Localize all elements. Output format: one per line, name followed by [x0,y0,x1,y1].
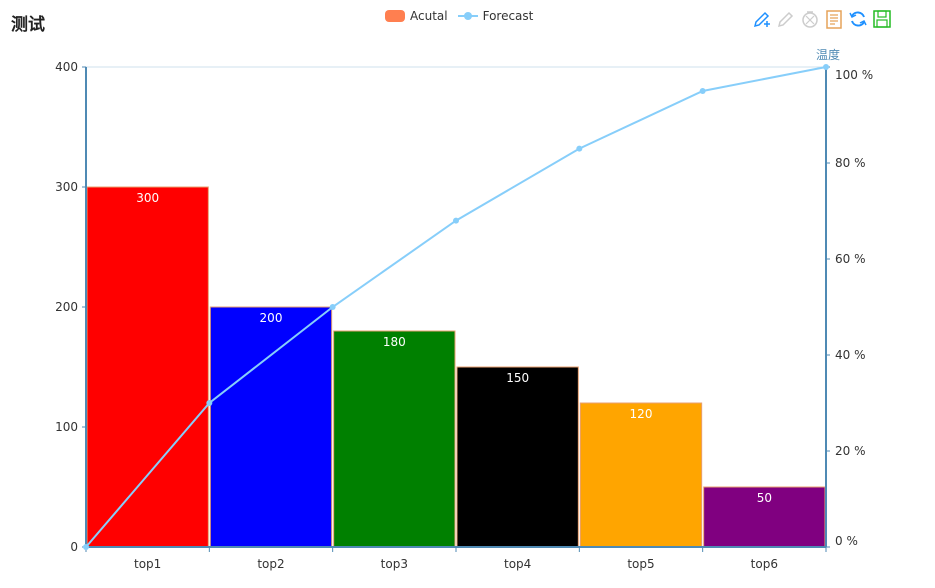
y-right-axis-name: 温度 [816,47,840,62]
bar-top5 [579,402,703,548]
bar-label-top2: 200 [260,311,283,325]
forecast-point-2 [329,304,336,310]
legend: Acutal Forecast [385,9,543,23]
bar-label-top1: 300 [136,191,159,205]
mark-icon[interactable] [752,9,772,29]
y-right-tick-label: 40 % [835,348,866,362]
x-tick-label-top2: top2 [257,557,284,571]
restore-icon[interactable] [848,9,868,29]
bar-label-top3: 180 [383,335,406,349]
forecast-point-5 [699,88,706,94]
y-left-tick-label: 200 [55,300,78,314]
forecast-point-6 [823,64,829,70]
legend-item-acutal[interactable]: Acutal [385,9,448,23]
y-left-tick-label: 100 [55,420,78,434]
forecast-line [85,66,827,548]
forecast-point-0 [83,544,89,550]
legend-bar-swatch [385,10,405,22]
x-tick-label-top4: top4 [504,557,531,571]
toolbox [752,9,896,29]
forecast-point-1 [206,400,213,406]
data-view-icon[interactable] [824,9,844,29]
bar-label-top5: 120 [630,407,653,421]
bar-top2 [209,306,333,548]
mark-undo-icon[interactable] [776,9,796,29]
mark-clear-icon[interactable] [800,9,820,29]
legend-label-acutal: Acutal [410,9,448,23]
legend-line-swatch [457,10,478,22]
y-left-tick-label: 0 [70,540,78,554]
x-tick-label-top1: top1 [134,557,161,571]
chart-title: 测试 [11,15,45,35]
bar-label-top6: 50 [757,491,772,505]
forecast-point-3 [453,217,459,224]
bar-top3 [333,330,456,548]
save-as-image-icon[interactable] [872,9,892,29]
legend-label-forecast: Forecast [482,9,534,23]
x-tick-label-top5: top5 [627,557,654,571]
y-right-tick-label: 100 % [835,68,873,82]
bar-top1 [86,186,209,548]
y-right-tick-label: 20 % [835,444,866,458]
y-left-tick-label: 400 [55,60,78,74]
y-right-tick-label: 80 % [835,156,866,170]
y-right-tick-label: 0 % [835,534,858,548]
x-tick-label-top3: top3 [381,557,408,571]
y-left-tick-label: 300 [55,180,78,194]
y-right-tick-label: 60 % [835,252,866,266]
forecast-point-4 [576,145,583,152]
x-tick-label-top6: top6 [751,557,778,571]
bar-label-top4: 150 [506,371,529,385]
bar-top4 [456,366,579,548]
legend-item-forecast[interactable]: Forecast [457,9,534,23]
bar-top6 [703,486,826,548]
